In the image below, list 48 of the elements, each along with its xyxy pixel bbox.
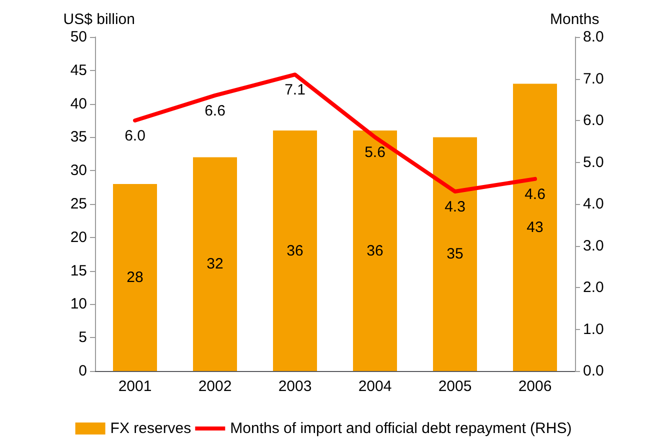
y2-tick-label: 0.0 [583, 362, 604, 380]
data-label: 4.3 [444, 198, 466, 216]
x-tick-label: 2001 [118, 378, 152, 395]
data-label: 32 [206, 256, 224, 273]
y2-tick-label: 6.0 [583, 112, 604, 129]
y-tick-label: 10 [70, 296, 87, 313]
bar [433, 137, 477, 371]
legend-label: FX reserves [110, 420, 192, 437]
bar [273, 130, 317, 371]
data-label: 28 [126, 268, 144, 286]
x-tick-label: 2006 [518, 378, 552, 395]
data-label: 7.1 [284, 82, 306, 99]
y2-tick-label: 5.0 [583, 154, 604, 171]
y-tick-label: 15 [70, 262, 87, 280]
y2-axis-title: Months [550, 11, 600, 28]
y-tick-label: 30 [70, 162, 87, 180]
y-tick-label: 25 [70, 196, 87, 212]
bar [353, 130, 397, 371]
y2-tick-label: 7.0 [583, 70, 604, 88]
y-tick-label: 45 [70, 62, 87, 79]
bar [193, 157, 237, 371]
data-label: 4.6 [524, 186, 546, 203]
y2-tick-label: 4.0 [583, 196, 604, 212]
data-label: 5.6 [364, 144, 386, 162]
x-tick-label: 2005 [438, 378, 472, 395]
data-label: 43 [526, 218, 544, 236]
y-tick-label: 20 [70, 228, 87, 246]
data-label: 36 [366, 242, 384, 260]
y2-tick-label: 3.0 [583, 237, 604, 254]
y2-tick-label: 2.0 [583, 279, 604, 296]
data-label: 6.6 [204, 102, 226, 120]
y-tick-label: 0 [78, 362, 87, 380]
x-tick-label: 2003 [278, 378, 312, 395]
y-tick-label: 50 [70, 28, 87, 46]
y2-tick-label: 1.0 [583, 320, 604, 338]
data-label: 36 [286, 242, 304, 260]
y-tick-label: 40 [70, 95, 87, 112]
legend-label: Months of import and official debt repayment (RHS) [230, 420, 572, 437]
y2-tick-label: 8.0 [583, 28, 604, 46]
y-axis-title: US$ billion [63, 11, 135, 28]
data-label: 6.0 [124, 128, 146, 144]
x-tick-label: 2004 [358, 378, 392, 395]
y-tick-label: 35 [70, 128, 87, 146]
x-tick-label: 2002 [198, 378, 232, 395]
y-tick-label: 5 [78, 329, 87, 346]
bar [113, 184, 157, 371]
data-label: 35 [446, 246, 464, 263]
bar [513, 84, 557, 371]
